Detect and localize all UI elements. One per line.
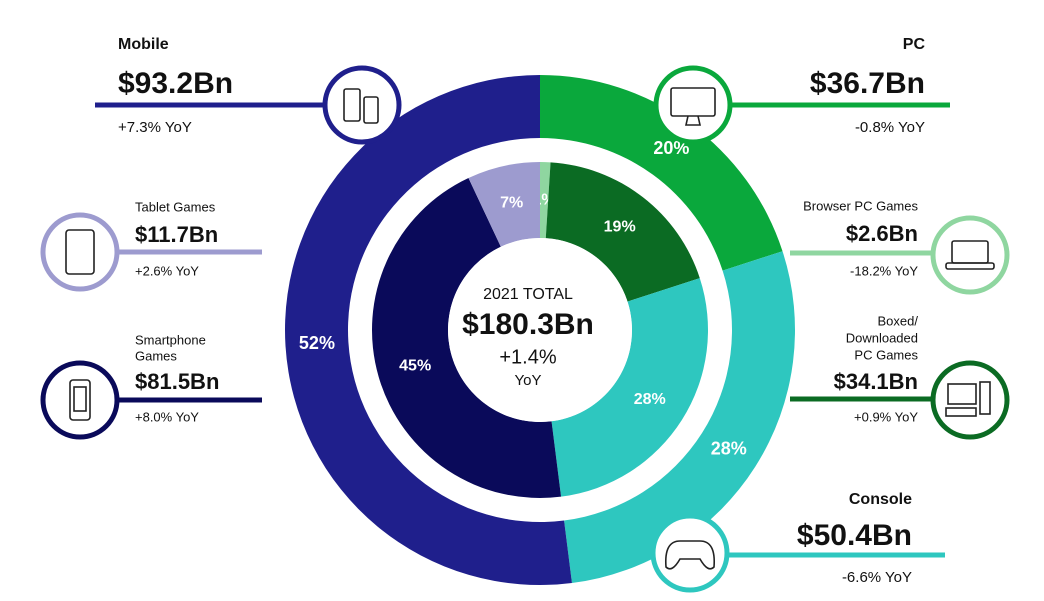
icon-part (73, 386, 87, 412)
callout-growth: +0.9% YoY (854, 409, 918, 424)
callout-label: Boxed/ (878, 313, 919, 328)
icon-circle (930, 215, 1010, 295)
callout-value: $2.6Bn (846, 221, 918, 246)
icon-part (664, 540, 716, 570)
callout-label: Tablet Games (135, 199, 216, 214)
callout-label: PC (903, 36, 926, 53)
icon-circle (40, 360, 120, 440)
ring-segment (468, 162, 540, 247)
callout-growth: +7.3% YoY (118, 119, 192, 136)
icon-part (69, 379, 91, 421)
ring-segment (372, 177, 562, 498)
value-label: 28% (634, 391, 666, 408)
icon-part (979, 381, 991, 415)
callout-label: Mobile (118, 36, 169, 53)
center-growth-unit: YoY (515, 372, 542, 389)
icon-part (65, 229, 95, 275)
icon-circle (40, 212, 120, 292)
callout-value: $34.1Bn (834, 369, 918, 394)
icon-part (343, 88, 361, 122)
value-label: 7% (500, 194, 523, 211)
callout-label: Smartphone (135, 332, 206, 347)
rings: 20%28%52%1%19%28%45%7% (285, 75, 795, 585)
value-label: 19% (604, 218, 636, 235)
value-label: 20% (653, 138, 689, 158)
callout-growth: -18.2% YoY (850, 263, 918, 278)
icon-circle (930, 360, 1010, 440)
value-label: 28% (711, 439, 747, 459)
callout-value: $93.2Bn (118, 67, 233, 100)
center-growth: +1.4% (499, 346, 556, 368)
icon-circle (650, 513, 730, 593)
center-disc (448, 238, 632, 422)
icon-part (363, 96, 379, 124)
value-label: 45% (399, 357, 431, 374)
callout-label: Downloaded (846, 330, 918, 345)
ring-segment (285, 75, 572, 585)
callout-growth: -6.6% YoY (842, 569, 912, 586)
callout-label: Games (135, 348, 177, 363)
callout-growth: +2.6% YoY (135, 263, 199, 278)
callout-growth: +8.0% YoY (135, 409, 199, 424)
callout-growth: -0.8% YoY (855, 119, 925, 136)
ring-segment (564, 251, 795, 583)
icon-part (670, 87, 716, 117)
value-label: 52% (299, 333, 335, 353)
callout-label: Browser PC Games (803, 198, 918, 213)
icon-part (945, 262, 995, 270)
icon-part (945, 407, 977, 417)
ring-segment (540, 75, 783, 271)
center-title: 2021 TOTAL (483, 286, 573, 303)
icon-part (947, 383, 977, 405)
icon-circle (322, 65, 402, 145)
center-value: $180.3Bn (462, 308, 594, 341)
callout-value: $36.7Bn (810, 67, 925, 100)
ring-segment (540, 162, 551, 239)
callout-value: $81.5Bn (135, 369, 219, 394)
callout-value: $50.4Bn (797, 519, 912, 552)
callout-label: Console (849, 491, 912, 508)
callouts: Mobile $93.2Bn +7.3% YoY PC $36.7Bn -0.8% YoY… (40, 36, 1010, 593)
ring-segment (551, 278, 708, 497)
icon-part (685, 115, 701, 126)
callout-label: PC Games (854, 347, 918, 362)
ring-segment (545, 162, 700, 302)
icon-circle (653, 65, 733, 145)
callout-value: $11.7Bn (135, 222, 218, 247)
